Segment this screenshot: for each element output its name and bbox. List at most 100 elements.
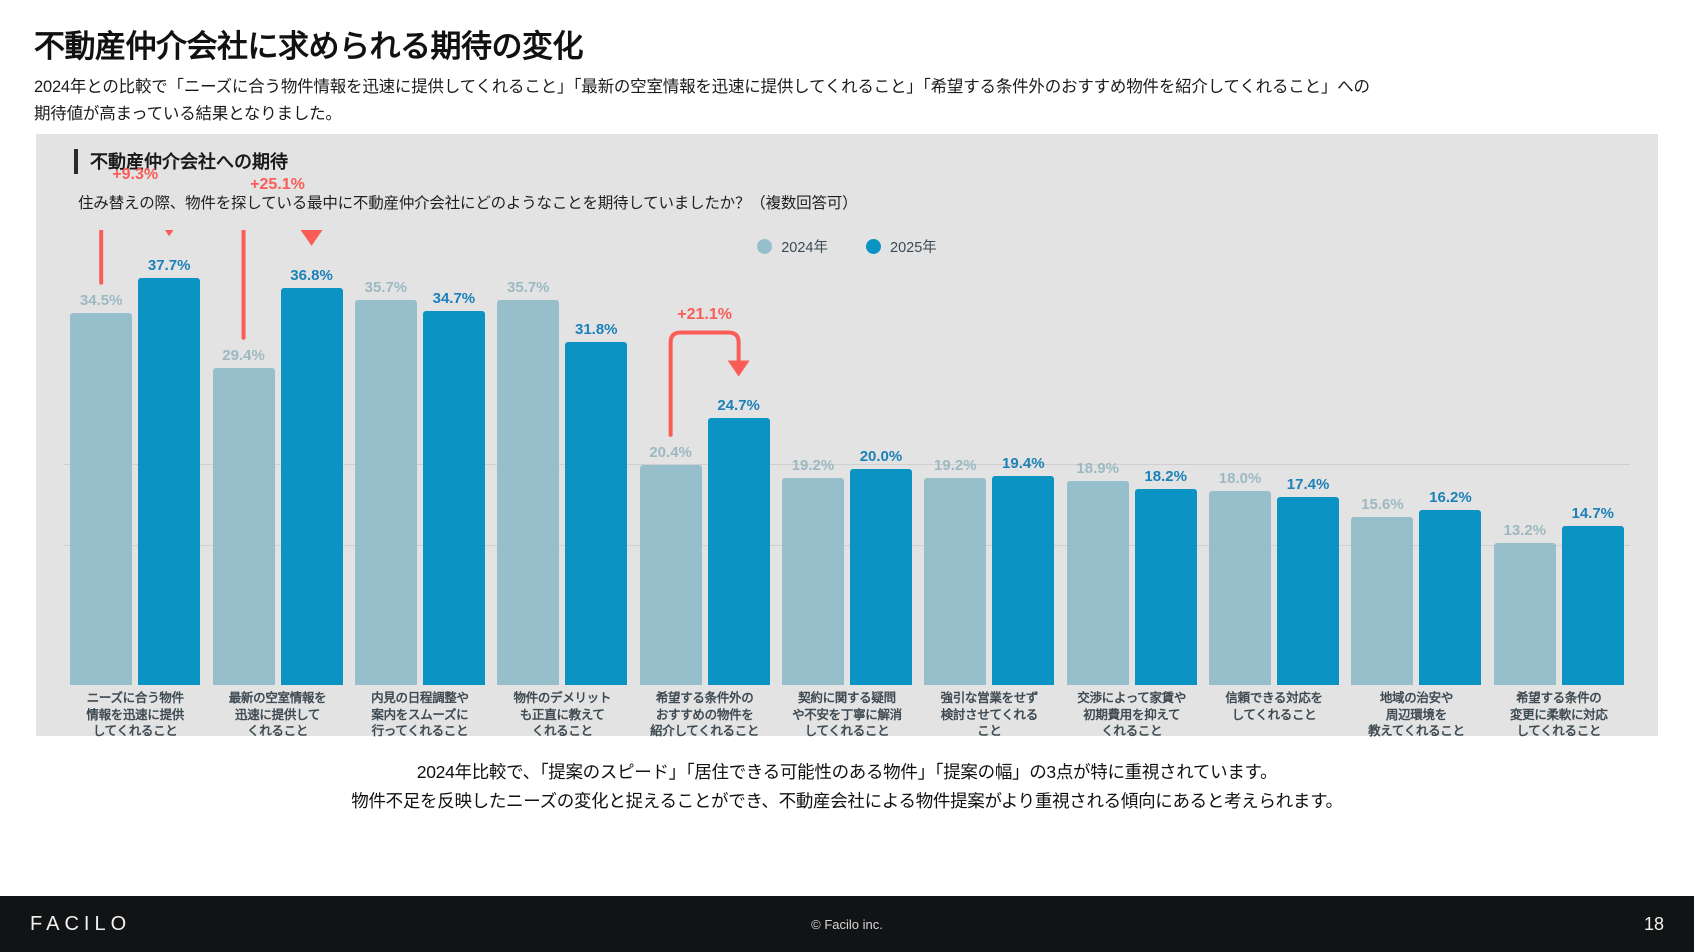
- bar-value-label: 17.4%: [1286, 476, 1330, 494]
- bar-value-label: 19.2%: [934, 456, 977, 474]
- bar-column-2024年[interactable]: 18.9%: [1066, 230, 1129, 685]
- bar-2024年[interactable]: [1209, 490, 1272, 685]
- x-axis-label: 物件のデメリット も正直に教えて くれること: [513, 691, 612, 739]
- chart-card-title: 不動産仲介会社への期待: [90, 152, 288, 172]
- bar-column-2025年[interactable]: 20.0%: [849, 230, 912, 685]
- bar-column-2024年[interactable]: 19.2%: [924, 230, 987, 685]
- legend-item-2025[interactable]: 2025年: [866, 236, 937, 257]
- bar-2025年[interactable]: [1277, 497, 1340, 685]
- bar-2025年[interactable]: [280, 287, 343, 685]
- bar-column-2025年[interactable]: 17.4%: [1277, 230, 1340, 685]
- bar-column-2024年[interactable]: 35.7%: [354, 230, 417, 685]
- x-axis-label: 地域の治安や 周辺環境を 教えてくれること: [1368, 691, 1465, 739]
- bar-value-label: 15.6%: [1361, 495, 1404, 513]
- gridline-0: [64, 463, 1630, 465]
- bar-group: 34.5% 37.7%: [64, 230, 206, 685]
- bar-2024年[interactable]: [781, 477, 844, 685]
- bar-column-2024年[interactable]: 34.5%: [70, 230, 133, 685]
- bar-value-label: 34.7%: [432, 289, 476, 307]
- chart-card: 不動産仲介会社への期待 住み替えの際、物件を探している最中に不動産仲介会社にどの…: [36, 134, 1658, 739]
- bar-2024年[interactable]: [1066, 481, 1129, 685]
- bar-column-2025年[interactable]: 36.8%: [280, 230, 343, 685]
- bar-2024年[interactable]: [639, 464, 702, 685]
- chart-note: 2024年比較で、「提案のスピード」「居住できる可能性のある物件」「提案の幅」の…: [0, 758, 1694, 816]
- page-subtitle-line1: 2024年との比較で「ニーズに合う物件情報を迅速に提供してくれること」「最新の空…: [34, 78, 1370, 96]
- bar-group: 15.6% 16.2%: [1345, 230, 1487, 685]
- bar-2025年[interactable]: [422, 310, 485, 685]
- bar-column-2025年[interactable]: 24.7%: [707, 230, 770, 685]
- bar-value-label: 19.4%: [1002, 454, 1045, 472]
- page-subtitle-line2: 期待値が高まっている結果となりました。: [34, 104, 342, 123]
- bar-group: 19.2% 19.4%: [918, 230, 1060, 685]
- page-number: 18: [1643, 913, 1664, 934]
- bar-2025年[interactable]: [138, 278, 201, 685]
- x-axis-label: 希望する条件の 変更に柔軟に対応 してくれること: [1509, 691, 1608, 739]
- x-axis-label: ニーズに合う物件 情報を迅速に提供 してくれること: [86, 691, 184, 739]
- bar-column-2025年[interactable]: 34.7%: [422, 230, 485, 685]
- legend-color-swatch-2024: [757, 239, 773, 254]
- bar-column-2025年[interactable]: 18.2%: [1134, 230, 1197, 685]
- legend-color-swatch-2025: [866, 239, 881, 254]
- accent-bar: [74, 148, 78, 174]
- bar-column-2024年[interactable]: 19.2%: [781, 230, 844, 685]
- bar-value-label: 18.9%: [1076, 460, 1119, 478]
- chart-plot-area: 34.5% 37.7% 29.4% 36.8% 35.7% 34.7% 35.7% 31.8%…: [64, 166, 1630, 685]
- x-axis-label: 交渉によって家賃や 初期費用を抑えて くれること: [1077, 691, 1187, 739]
- bar-column-2024年[interactable]: 13.2%: [1493, 230, 1556, 685]
- chart-legend: 2024年 2025年: [36, 236, 1658, 257]
- bar-2024年[interactable]: [924, 477, 987, 685]
- bar-column-2025年[interactable]: 19.4%: [992, 230, 1055, 685]
- x-axis-label: 最新の空室情報を 迅速に提供して くれること: [228, 691, 327, 739]
- bar-2025年[interactable]: [992, 475, 1055, 685]
- bar-value-label: 19.2%: [791, 456, 835, 474]
- bar-value-label: 35.7%: [506, 278, 550, 296]
- bar-2024年[interactable]: [1493, 542, 1556, 685]
- bar-column-2025年[interactable]: 37.7%: [138, 230, 201, 685]
- bar-column-2025年[interactable]: 16.2%: [1419, 230, 1482, 685]
- bar-value-label: 29.4%: [222, 346, 265, 364]
- chart-note-line1: 2024年比較で、「提案のスピード」「居住できる可能性のある物件」「提案の幅」の…: [416, 762, 1278, 782]
- bar-2025年[interactable]: [1561, 526, 1624, 685]
- bar-2024年[interactable]: [70, 312, 133, 685]
- bar-group: 18.9% 18.2%: [1061, 230, 1203, 685]
- bar-column-2024年[interactable]: 18.0%: [1209, 230, 1272, 685]
- footer-bar: FACILO © Facilo inc. 18: [0, 896, 1694, 952]
- brand-logo: FACILO: [30, 912, 132, 935]
- gridline-1: [64, 544, 1630, 546]
- bar-value-label: 16.2%: [1429, 489, 1472, 507]
- x-axis-label: 内見の日程調整や 案内をスムーズに 行ってくれること: [371, 691, 469, 739]
- legend-item-2024[interactable]: 2024年: [757, 236, 828, 257]
- page-subtitle: 2024年との比較で「ニーズに合う物件情報を迅速に提供してくれること」「最新の空…: [34, 74, 1594, 127]
- bar-value-label: 20.0%: [859, 448, 903, 466]
- chart-question: 住み替えの際、物件を探している最中に不動産仲介会社にどのようなことを期待していま…: [78, 195, 858, 212]
- bar-2025年[interactable]: [707, 418, 770, 685]
- bar-column-2025年[interactable]: 14.7%: [1561, 230, 1624, 685]
- x-axis-labels: ニーズに合う物件 情報を迅速に提供 してくれること 最新の空室情報を 迅速に提供して くれ…: [64, 690, 1630, 739]
- bar-2025年[interactable]: [1419, 510, 1482, 685]
- chart-card-header: 不動産仲介会社への期待: [74, 148, 288, 174]
- bar-2024年[interactable]: [1351, 516, 1414, 685]
- bar-group: 18.0% 17.4%: [1203, 230, 1345, 685]
- bar-value-label: 18.0%: [1218, 469, 1262, 487]
- bar-groups: 34.5% 37.7% 29.4% 36.8% 35.7% 34.7% 35.7% 31.8%…: [64, 230, 1630, 685]
- bar-2025年[interactable]: [565, 341, 628, 685]
- x-axis-label: 強引な営業をせず 検討させてくれる こと: [940, 691, 1039, 739]
- bar-2024年[interactable]: [497, 299, 560, 685]
- bar-2025年[interactable]: [1134, 488, 1197, 685]
- bar-2024年[interactable]: [212, 367, 275, 685]
- legend-label-2025: 2025年: [890, 240, 937, 256]
- bar-column-2024年[interactable]: 15.6%: [1351, 230, 1414, 685]
- bar-column-2024年[interactable]: 20.4%: [639, 230, 702, 685]
- bar-2024年[interactable]: [354, 299, 417, 685]
- bar-value-label: 13.2%: [1503, 521, 1547, 539]
- bar-value-label: 14.7%: [1571, 505, 1615, 523]
- bar-value-label: 20.4%: [649, 443, 692, 461]
- page-title: 不動産仲介会社に求められる期待の変化: [34, 29, 584, 64]
- bar-column-2024年[interactable]: 29.4%: [212, 230, 275, 685]
- bar-2025年[interactable]: [849, 469, 912, 685]
- bar-column-2025年[interactable]: 31.8%: [565, 230, 628, 685]
- annotation-label: +21.1%: [677, 306, 732, 324]
- x-axis-label: 信頼できる対応を してくれること: [1225, 691, 1323, 722]
- bar-column-2024年[interactable]: 35.7%: [497, 230, 560, 685]
